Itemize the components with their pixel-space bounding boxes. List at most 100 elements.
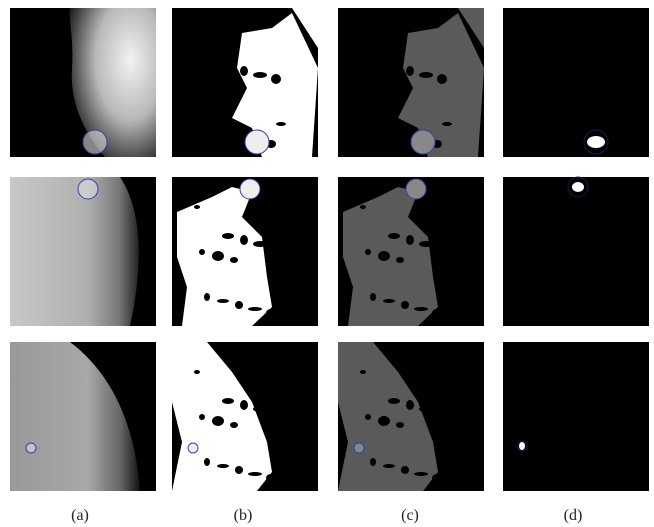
segment-hole [230, 88, 238, 94]
segment-hole [370, 458, 376, 466]
segment-hole [271, 74, 281, 84]
segment-hole [378, 416, 390, 426]
segment-hole [204, 293, 210, 301]
segment-hole [432, 309, 442, 317]
segment-hole [230, 257, 238, 263]
panel-background [503, 177, 649, 326]
page: {"figure": {"labels": ["(a)", "(b)", "(c… [0, 0, 654, 527]
segment-hole [437, 408, 447, 418]
segment-hole [199, 414, 205, 420]
mass-highlight [240, 179, 260, 199]
segment-hole [235, 466, 243, 474]
segment-hole [276, 291, 286, 295]
segment-hole [360, 205, 366, 209]
segment-hole [266, 309, 276, 317]
segment-hole [271, 408, 281, 418]
segment-hole [222, 64, 234, 70]
segment-hole [401, 466, 409, 474]
segment-hole [199, 249, 205, 255]
segment-hole [222, 398, 234, 404]
mass-highlight [83, 130, 107, 154]
panel-label: (a) [71, 507, 89, 524]
segment-hole [396, 257, 404, 263]
segment-hole [230, 422, 238, 428]
segment-hole [253, 72, 267, 78]
image-panel [10, 8, 156, 157]
segment-hole [199, 80, 205, 86]
segment-hole [194, 370, 200, 374]
segment-hole [442, 291, 452, 295]
segment-hole [388, 64, 400, 70]
mass-highlight [354, 443, 364, 453]
segment-hole [442, 456, 452, 460]
segment-hole [204, 124, 210, 132]
segment-hole [365, 80, 371, 86]
segment-hole [406, 400, 414, 410]
segment-hole [378, 82, 390, 92]
segment-hole [276, 456, 286, 460]
detected-mass [572, 182, 584, 192]
segment-hole [442, 122, 452, 126]
segment-hole [365, 414, 371, 420]
image-panel [10, 342, 156, 491]
segment-hole [419, 241, 433, 247]
image-panel [503, 8, 649, 157]
segment-hole [204, 458, 210, 466]
segment-hole [271, 243, 281, 253]
segment-hole [212, 416, 224, 426]
segment-hole [419, 406, 433, 412]
mass-highlight [411, 130, 435, 154]
panel-label: (c) [401, 507, 419, 524]
segment-hole [396, 88, 404, 94]
segment-hole [360, 36, 366, 40]
segment-hole [414, 307, 428, 311]
segment-hole [383, 299, 395, 303]
segment-hole [360, 370, 366, 374]
segment-hole [217, 130, 229, 134]
image-panel [503, 177, 649, 326]
segment-hole [388, 398, 400, 404]
segment-hole [240, 235, 248, 245]
figure: (a) (b) (c) (d) [0, 0, 654, 527]
segment-hole [240, 400, 248, 410]
panel-background [503, 342, 649, 491]
segment-hole [401, 301, 409, 309]
segment-hole [194, 36, 200, 40]
detected-mass [519, 442, 525, 450]
segment-hole [266, 474, 276, 482]
segment-hole [406, 66, 414, 76]
detected-mass [587, 136, 605, 148]
segment-hole [217, 299, 229, 303]
segment-hole [276, 122, 286, 126]
segment-hole [437, 74, 447, 84]
segment-hole [383, 464, 395, 468]
segment-hole [388, 233, 400, 239]
panel-label: (b) [234, 507, 253, 524]
image-panel [172, 8, 318, 157]
mass-highlight [245, 130, 269, 154]
segment-hole [370, 293, 376, 301]
segment-hole [212, 251, 224, 261]
mass-highlight [406, 179, 426, 199]
segment-hole [365, 249, 371, 255]
segment-hole [406, 235, 414, 245]
segment-hole [240, 66, 248, 76]
segment-hole [383, 130, 395, 134]
segment-hole [248, 307, 262, 311]
image-panel [338, 8, 484, 157]
segment-hole [222, 233, 234, 239]
mass-highlight [78, 179, 98, 199]
image-panel [338, 342, 484, 491]
image-panel [10, 177, 156, 326]
mass-highlight [188, 443, 198, 453]
segment-hole [419, 72, 433, 78]
breast-tissue [10, 177, 139, 326]
panel-background [503, 8, 649, 157]
image-panel [172, 177, 318, 326]
segment-hole [248, 472, 262, 476]
segment-hole [396, 422, 404, 428]
segment-hole [212, 82, 224, 92]
segment-hole [414, 472, 428, 476]
image-panel [172, 342, 318, 491]
image-panel [338, 177, 484, 326]
